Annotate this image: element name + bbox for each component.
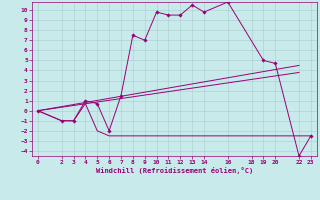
X-axis label: Windchill (Refroidissement éolien,°C): Windchill (Refroidissement éolien,°C) <box>96 167 253 174</box>
